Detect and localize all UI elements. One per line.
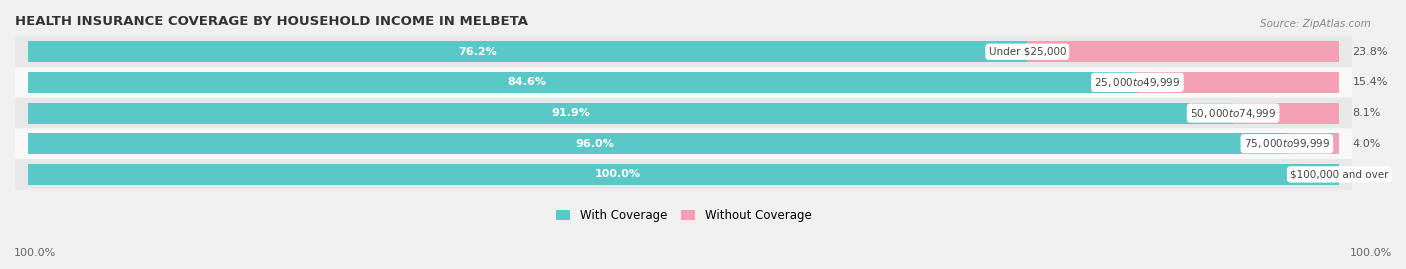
Bar [28,133,1286,154]
Text: Under $25,000: Under $25,000 [988,47,1066,57]
FancyBboxPatch shape [15,98,1353,128]
FancyBboxPatch shape [15,67,1353,98]
Text: $25,000 to $49,999: $25,000 to $49,999 [1094,76,1181,89]
Text: $75,000 to $99,999: $75,000 to $99,999 [1244,137,1330,150]
FancyBboxPatch shape [15,128,1353,159]
Text: 23.8%: 23.8% [1353,47,1388,57]
FancyBboxPatch shape [15,159,1353,190]
Bar [28,103,1233,123]
Text: 76.2%: 76.2% [458,47,498,57]
Text: Source: ZipAtlas.com: Source: ZipAtlas.com [1260,19,1371,29]
Text: 15.4%: 15.4% [1353,77,1388,87]
Text: $100,000 and over: $100,000 and over [1291,169,1389,179]
Text: 100.0%: 100.0% [595,169,641,179]
Text: 96.0%: 96.0% [575,139,614,149]
Legend: With Coverage, Without Coverage: With Coverage, Without Coverage [555,209,811,222]
Text: 84.6%: 84.6% [508,77,547,87]
Bar [1137,72,1340,93]
Text: HEALTH INSURANCE COVERAGE BY HOUSEHOLD INCOME IN MELBETA: HEALTH INSURANCE COVERAGE BY HOUSEHOLD I… [15,15,529,28]
Text: 8.1%: 8.1% [1353,108,1381,118]
Text: 100.0%: 100.0% [14,248,56,258]
Text: $50,000 to $74,999: $50,000 to $74,999 [1189,107,1277,120]
Text: 100.0%: 100.0% [1350,248,1392,258]
Bar [28,164,1340,185]
Text: 4.0%: 4.0% [1353,139,1381,149]
Bar [1286,133,1340,154]
FancyBboxPatch shape [15,36,1353,67]
Bar [1028,41,1340,62]
Text: 91.9%: 91.9% [551,108,589,118]
Bar [28,72,1137,93]
Text: 0.0%: 0.0% [1353,169,1381,179]
Bar [1233,103,1340,123]
Bar [28,41,1028,62]
